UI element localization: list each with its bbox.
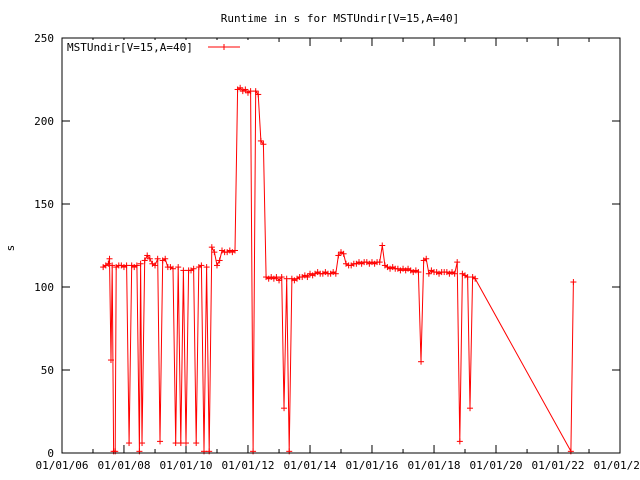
data-point: [464, 274, 471, 281]
legend-background: [64, 40, 250, 56]
data-point: [247, 88, 254, 95]
data-point: [139, 440, 146, 447]
data-point: [237, 84, 244, 91]
series-line: [102, 87, 574, 454]
y-tick-label: 50: [41, 364, 54, 377]
x-tick-label: 01/01/12: [221, 459, 274, 472]
data-point: [170, 265, 177, 272]
data-point: [107, 357, 114, 364]
data-point: [418, 358, 425, 365]
data-point: [106, 255, 113, 262]
data-point: [340, 250, 347, 257]
x-tick-label: 01/01/22: [532, 459, 585, 472]
data-point: [423, 255, 430, 262]
data-point: [425, 270, 432, 277]
data-point: [332, 270, 339, 277]
data-point: [276, 277, 283, 284]
x-tick-label: 01/01/14: [284, 459, 337, 472]
x-tick-label: 01/01/06: [36, 459, 89, 472]
x-tick-label: 01/01/20: [469, 459, 522, 472]
y-axis-label: s: [4, 245, 17, 252]
data-point: [211, 249, 218, 256]
axis-ticks: 0 50 100 150 200 250 01/01/06 01/01/08 01/01/10 0…: [34, 32, 640, 472]
data-point: [231, 247, 238, 254]
data-point: [183, 440, 190, 447]
x-tick-label: 01/01/10: [160, 459, 213, 472]
y-tick-label: 100: [34, 281, 54, 294]
series-layer: [100, 84, 577, 455]
data-point: [198, 262, 205, 269]
data-point: [335, 252, 342, 259]
data-point: [175, 264, 182, 271]
y-tick-label: 0: [47, 447, 54, 460]
data-point: [154, 255, 161, 262]
legend-point-sample: [221, 44, 227, 50]
data-point: [260, 141, 267, 148]
data-point: [180, 267, 187, 274]
data-point: [172, 440, 179, 447]
data-point: [193, 440, 200, 447]
data-point: [278, 274, 285, 281]
data-point: [376, 259, 383, 266]
data-point: [451, 270, 458, 277]
data-point: [105, 260, 112, 267]
data-point: [456, 438, 463, 445]
data-point: [273, 274, 280, 281]
data-point: [137, 260, 144, 267]
data-point: [281, 405, 288, 412]
data-point: [472, 275, 479, 282]
data-point: [157, 438, 164, 445]
y-tick-label: 200: [34, 115, 54, 128]
x-tick-label: 01/01/24: [594, 459, 640, 472]
data-point: [177, 440, 184, 447]
chart-title: Runtime in s for MSTUndir[V=15,A=40]: [221, 12, 459, 25]
data-point: [126, 440, 133, 447]
data-point: [123, 262, 130, 269]
plot-frame: [61, 37, 621, 454]
data-point: [141, 257, 148, 264]
data-point: [415, 269, 422, 276]
data-point: [208, 244, 215, 251]
data-point: [283, 275, 290, 282]
y-tick-label: 150: [34, 198, 54, 211]
data-point: [255, 91, 262, 98]
data-point: [252, 88, 259, 95]
data-point: [570, 279, 577, 286]
data-point: [467, 405, 474, 412]
data-point: [454, 259, 461, 266]
data-point: [190, 265, 197, 272]
legend-label: MSTUndir[V=15,A=40]: [67, 41, 193, 54]
x-tick-label: 01/01/16: [345, 459, 398, 472]
data-point: [379, 242, 386, 249]
data-point: [216, 257, 223, 264]
data-point: [213, 262, 220, 269]
x-tick-label: 01/01/18: [408, 459, 461, 472]
data-point: [242, 86, 249, 93]
data-point: [144, 252, 151, 259]
series-points: [100, 84, 577, 455]
data-point: [152, 262, 159, 269]
data-point: [257, 137, 264, 144]
legend: MSTUndir[V=15,A=40]: [64, 40, 250, 56]
x-tick-label: 01/01/08: [97, 459, 150, 472]
data-point: [304, 274, 311, 281]
data-point: [109, 262, 116, 269]
y-tick-label: 250: [34, 32, 54, 45]
data-point: [146, 255, 153, 262]
data-point: [133, 262, 140, 269]
data-point: [203, 264, 210, 271]
data-point: [162, 255, 169, 262]
